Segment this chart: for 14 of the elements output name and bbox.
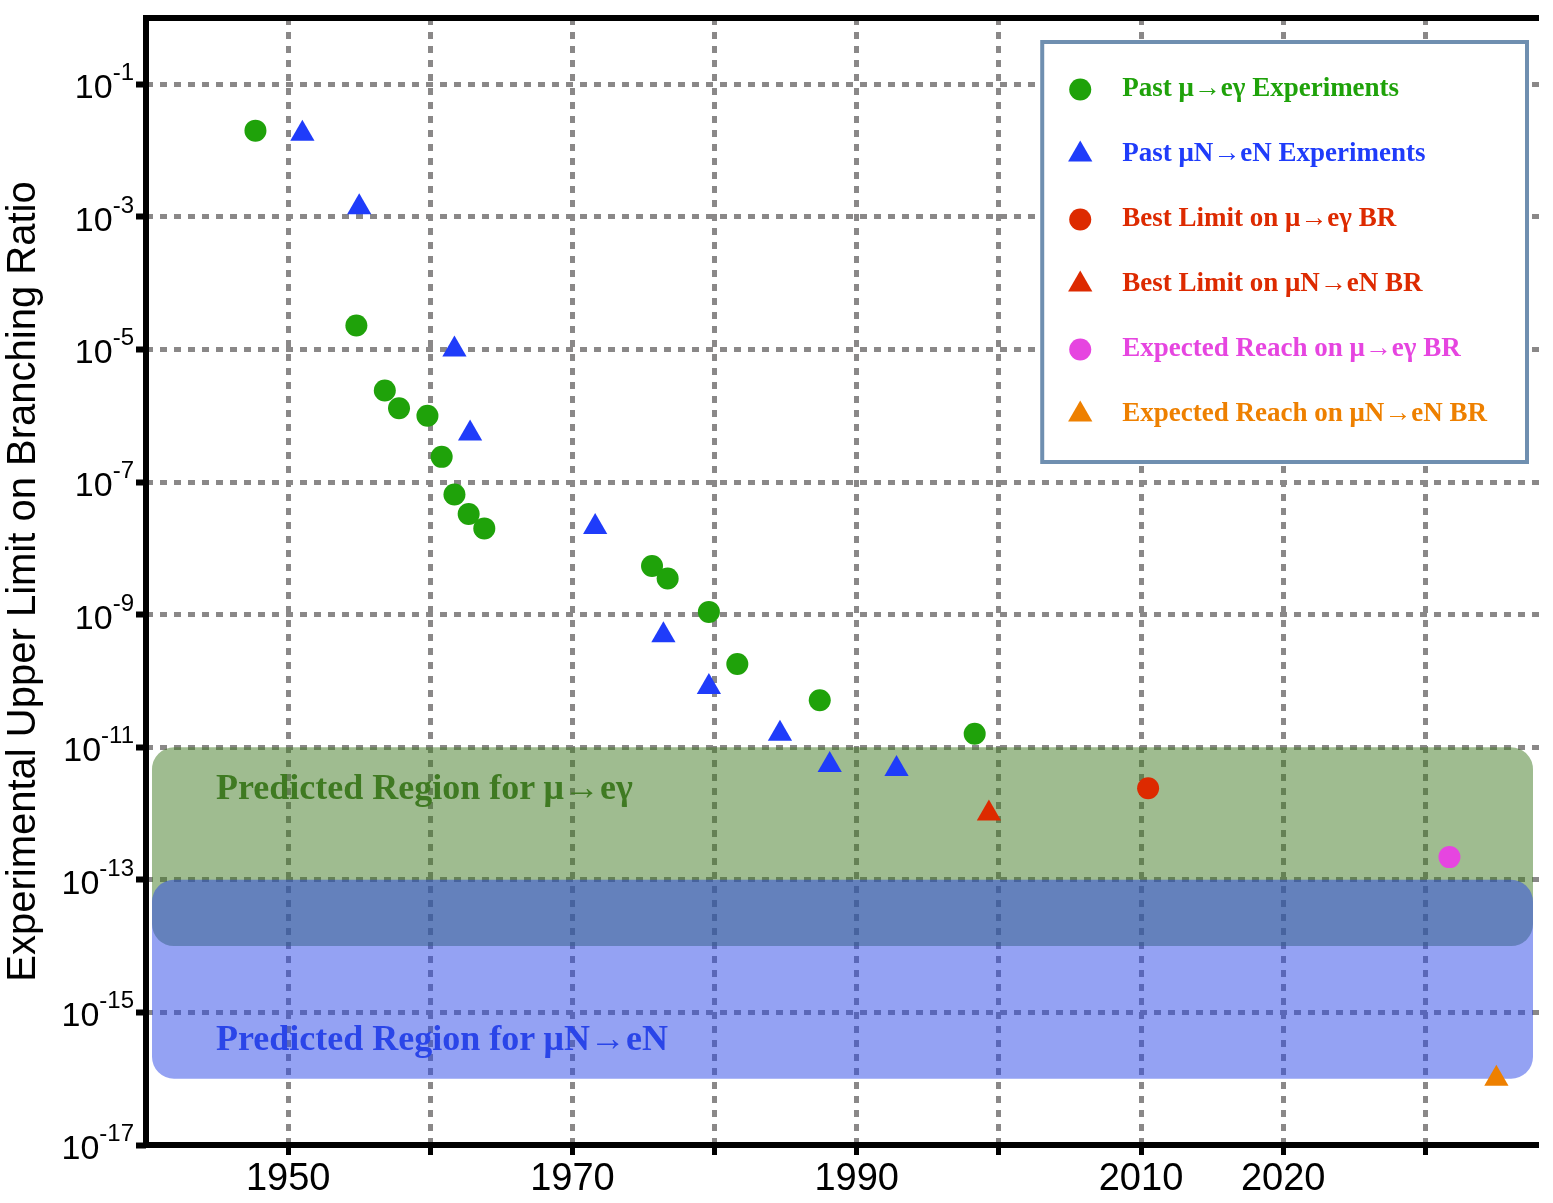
legend-label: Best Limit on μN→eN BR [1122,267,1424,298]
band-label: Predicted Region for μ→eγ [216,766,633,807]
legend-label: Past μN→eN Experiments [1122,137,1426,168]
legend-label: Best Limit on μ→eγ BR [1122,202,1397,233]
x-tick-label: 1950 [245,1156,331,1199]
band-label: Predicted Region for μN→eN [216,1018,668,1058]
x-tick-label: 1990 [814,1156,899,1199]
x-tick-label: 2020 [1240,1156,1326,1199]
x-tick-label: 2010 [1098,1156,1184,1199]
legend-label: Past μ→eγ Experiments [1122,72,1400,103]
y-axis-title: Experimental Upper Limit on Branching Ratio [0,181,44,982]
legend-label: Expected Reach on μN→eN BR [1122,397,1488,428]
x-tick-label: 1970 [530,1156,615,1199]
legend-label: Expected Reach on μ→eγ BR [1122,332,1462,363]
